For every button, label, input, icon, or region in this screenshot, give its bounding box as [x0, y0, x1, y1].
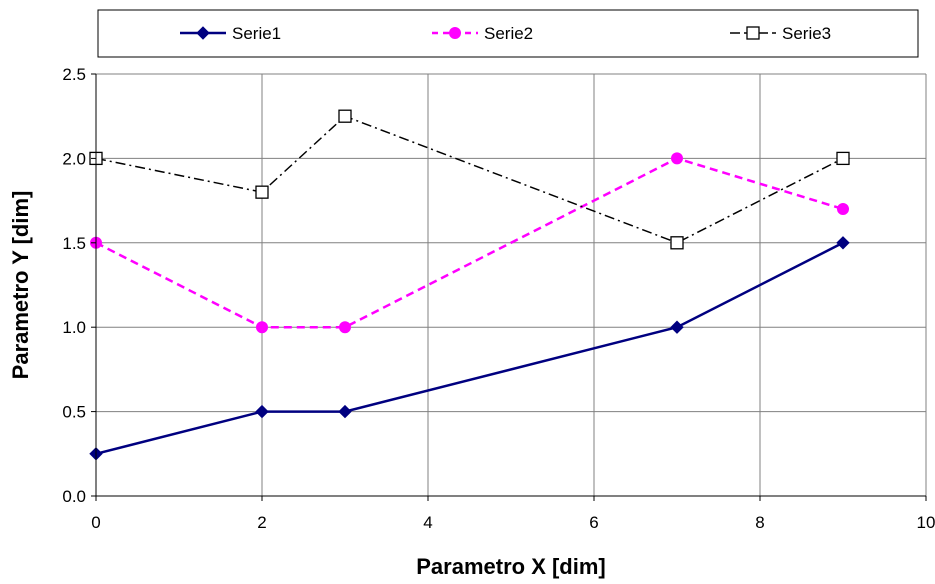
data-point: [256, 321, 268, 334]
series-serie1: [89, 236, 850, 461]
legend-label: Serie3: [782, 24, 831, 43]
y-tick-label: 2.0: [62, 149, 86, 168]
legend-box: [97, 9, 919, 58]
legend: Serie1 Serie2 Serie3: [97, 9, 919, 58]
data-point: [338, 109, 352, 123]
legend-item-serie2: Serie2: [432, 24, 533, 43]
axes: 0 2 4 6 8 10 0.0 0.5 1.0 1.5 2.0 2.5: [62, 65, 935, 532]
data-point: [255, 185, 269, 199]
data-point: [836, 151, 850, 166]
data-point: [339, 321, 351, 334]
y-tick-label: 1.0: [62, 318, 86, 337]
x-tick-label: 10: [917, 513, 935, 532]
legend-label: Serie2: [484, 24, 533, 43]
data-point: [338, 404, 352, 419]
data-point: [670, 236, 684, 250]
x-tick-label: 0: [91, 513, 100, 532]
plot-background: [96, 74, 926, 496]
data-point: [670, 320, 684, 334]
legend-marker: [746, 26, 760, 40]
legend-label: Serie1: [232, 24, 281, 43]
legend-item-serie3: Serie3: [730, 24, 831, 43]
data-point: [671, 152, 683, 165]
x-tick-label: 8: [755, 513, 764, 532]
x-tick-label: 4: [423, 513, 432, 532]
y-tick-label: 0.0: [62, 487, 86, 506]
y-axis-title: Parametro Y [dim]: [8, 191, 33, 380]
data-point: [836, 236, 850, 250]
x-axis-title: Parametro X [dim]: [416, 554, 606, 579]
legend-item-serie1: Serie1: [180, 24, 281, 43]
series-line: [95, 157, 844, 329]
plot-area: [96, 74, 926, 496]
data-point: [255, 404, 269, 419]
x-tick-label: 2: [257, 513, 266, 532]
legend-marker: [449, 27, 461, 39]
y-tick-label: 0.5: [62, 403, 86, 422]
x-tick-label: 6: [589, 513, 598, 532]
y-tick-label: 1.5: [62, 234, 86, 253]
data-point: [837, 203, 849, 216]
y-tick-label: 2.5: [62, 65, 86, 84]
legend-marker: [196, 26, 210, 40]
gridlines: [96, 73, 927, 496]
series-layer: [89, 109, 850, 461]
